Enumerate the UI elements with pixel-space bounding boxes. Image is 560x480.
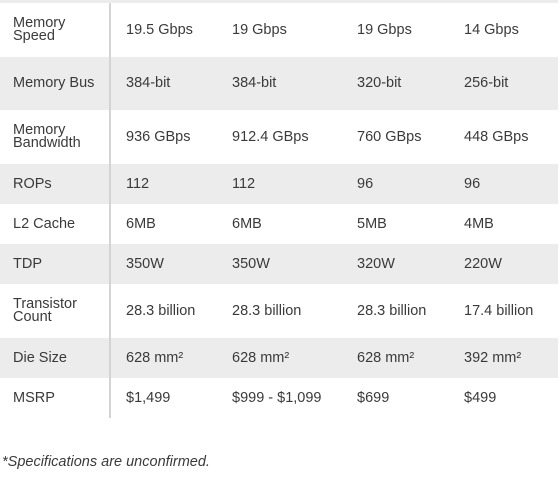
table-cell: 628 mm² bbox=[217, 338, 342, 378]
table-cell: 936 GBps bbox=[110, 110, 217, 164]
footnote: *Specifications are unconfirmed. bbox=[2, 454, 210, 470]
table-row: Memory Bus 384-bit 384-bit 320-bit 256-b… bbox=[0, 57, 558, 110]
table-cell: 28.3 billion bbox=[110, 284, 217, 338]
table-cell: 6MB bbox=[110, 204, 217, 244]
table-cell: 320W bbox=[342, 244, 449, 284]
table-cell: 6MB bbox=[217, 204, 342, 244]
row-label: L2 Cache bbox=[0, 204, 111, 244]
table-cell: 19 Gbps bbox=[342, 3, 449, 57]
table-cell: 4MB bbox=[449, 204, 558, 244]
table-cell: 448 GBps bbox=[449, 110, 558, 164]
table-cell: 384-bit bbox=[217, 57, 342, 110]
table-cell: 760 GBps bbox=[342, 110, 449, 164]
table-cell: 384-bit bbox=[110, 57, 217, 110]
table-cell: 320-bit bbox=[342, 57, 449, 110]
table-row: TDP 350W 350W 320W 220W bbox=[0, 244, 558, 284]
table-cell: 14 Gbps bbox=[449, 3, 558, 57]
table-row: Memory Speed 19.5 Gbps 19 Gbps 19 Gbps 1… bbox=[0, 3, 558, 57]
table-row: Memory Bandwidth 936 GBps 912.4 GBps 760… bbox=[0, 110, 558, 164]
table-cell: 256-bit bbox=[449, 57, 558, 110]
table-cell: 112 bbox=[217, 164, 342, 204]
row-label: Memory Speed bbox=[0, 3, 111, 57]
table-cell: 96 bbox=[449, 164, 558, 204]
row-label: TDP bbox=[0, 244, 111, 284]
table-cell: $499 bbox=[449, 378, 558, 418]
spec-table: Memory Speed 19.5 Gbps 19 Gbps 19 Gbps 1… bbox=[0, 3, 559, 418]
row-label: Transistor Count bbox=[0, 284, 111, 338]
table-cell: 350W bbox=[217, 244, 342, 284]
table-cell: 5MB bbox=[342, 204, 449, 244]
table-cell: 220W bbox=[449, 244, 558, 284]
table-cell: $1,499 bbox=[110, 378, 217, 418]
row-label: MSRP bbox=[0, 378, 111, 418]
row-label: Memory Bus bbox=[0, 57, 111, 110]
table-row: ROPs 112 112 96 96 bbox=[0, 164, 558, 204]
table-row: L2 Cache 6MB 6MB 5MB 4MB bbox=[0, 204, 558, 244]
table-cell: 17.4 billion bbox=[449, 284, 558, 338]
table-top-border bbox=[0, 0, 558, 3]
table-cell: 628 mm² bbox=[110, 338, 217, 378]
table-cell: 96 bbox=[342, 164, 449, 204]
row-label: Die Size bbox=[0, 338, 111, 378]
table-cell: 628 mm² bbox=[342, 338, 449, 378]
table-row: MSRP $1,499 $999 - $1,099 $699 $499 bbox=[0, 378, 558, 418]
row-label: Memory Bandwidth bbox=[0, 110, 111, 164]
table-cell: 392 mm² bbox=[449, 338, 558, 378]
table-cell: 28.3 billion bbox=[217, 284, 342, 338]
table-row: Die Size 628 mm² 628 mm² 628 mm² 392 mm² bbox=[0, 338, 558, 378]
table-cell: $699 bbox=[342, 378, 449, 418]
table-cell: 19 Gbps bbox=[217, 3, 342, 57]
table-cell: 112 bbox=[110, 164, 217, 204]
table-row: Transistor Count 28.3 billion 28.3 billi… bbox=[0, 284, 558, 338]
table-cell: $999 - $1,099 bbox=[217, 378, 342, 418]
table-cell: 912.4 GBps bbox=[217, 110, 342, 164]
table-cell: 28.3 billion bbox=[342, 284, 449, 338]
row-label: ROPs bbox=[0, 164, 111, 204]
table-cell: 19.5 Gbps bbox=[110, 3, 217, 57]
table-cell: 350W bbox=[110, 244, 217, 284]
